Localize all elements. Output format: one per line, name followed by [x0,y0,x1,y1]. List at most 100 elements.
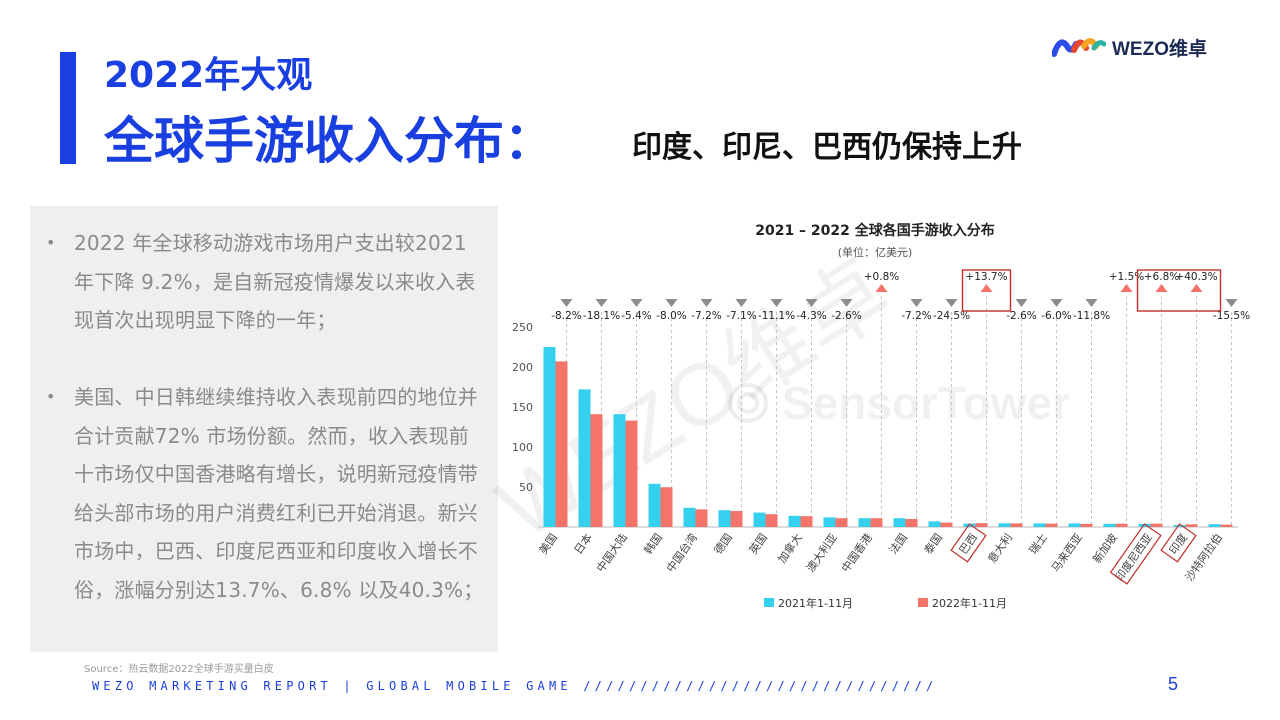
highlight-box [1160,523,1197,563]
change-label: +0.8% [864,271,899,283]
highlight-box [961,269,1012,312]
bar-2022 [1045,523,1058,527]
revenue-bar-chart: 2021 – 2022 全球各国手游收入分布 (单位：亿美元) 50 100 150 20… [512,222,1250,610]
down-arrow-icon [630,299,643,307]
bar-2021 [823,517,836,527]
change-label: -18.1% [583,310,620,322]
change-label: -6.0% [1041,310,1071,322]
wezo-logo: WEZO维卓 [1052,32,1207,62]
down-arrow-icon [945,299,958,307]
bar-2022 [905,519,918,527]
bar-2022 [555,361,568,527]
up-arrow-icon [1120,284,1133,292]
bar-2022 [730,511,743,527]
bar-2022 [1220,524,1233,527]
down-arrow-icon [595,299,608,307]
bar-2021 [1068,523,1081,527]
logo-text: WEZO维卓 [1112,38,1207,60]
bar-2022 [1185,524,1198,527]
change-label: -2.6% [831,310,861,322]
bar-2021 [613,414,626,527]
legend-label-2021: 2021年1-11月 [778,596,853,610]
down-arrow-icon [1225,299,1238,307]
change-label: +1.5% [1109,271,1144,283]
down-arrow-icon [1085,299,1098,307]
x-tick-label: 美国 [537,531,560,556]
x-tick-label: 泰国 [921,531,945,557]
bar-2022 [625,420,638,527]
chart-title: 2021 – 2022 全球各国手游收入分布 [755,222,995,239]
bar-2021 [543,347,556,527]
bar-2022 [835,518,848,527]
x-tick-label: 印度 [1166,531,1190,557]
change-label: -24.5% [933,310,970,322]
y-tick-label: 250 [512,321,533,334]
x-tick-label: 澳大利亚 [803,531,840,575]
change-label: -5.4% [621,310,651,322]
x-tick-label: 新加坡 [1090,531,1120,566]
change-label: -7.1% [726,310,756,322]
bullet-text: 2022 年全球移动游戏市场用户支出较2021年下降 9.2%，是自新冠疫情爆发… [74,231,476,332]
x-tick-label: 法国 [886,531,910,557]
bar-2022 [975,523,988,527]
change-label: -8.0% [656,310,686,322]
x-tick-label: 英国 [746,531,770,557]
legend-label-2022: 2022年1-11月 [932,596,1007,610]
bar-2022 [800,516,813,527]
x-tick-label: 马来西亚 [1049,531,1085,574]
bar-2021 [578,389,591,527]
sensortower-icon [728,383,768,423]
change-label: -4.3% [796,310,826,322]
highlight-box [950,523,987,563]
down-arrow-icon [840,299,853,307]
bar-2022 [1115,523,1128,527]
down-arrow-icon [735,299,748,307]
footer-banner: WEZO MARKETING REPORT | GLOBAL MOBILE GA… [92,679,938,693]
bar-2021 [683,507,696,527]
bar-2021 [648,483,661,527]
bar-2021 [788,515,801,527]
down-arrow-icon [1050,299,1063,307]
x-tick-label: 加拿大 [775,531,805,566]
bar-2022 [590,414,603,527]
down-arrow-icon [560,299,573,307]
x-tick-label: 意大利 [985,531,1015,566]
bar-2021 [1173,525,1186,527]
bar-2021 [963,523,976,527]
down-arrow-icon [700,299,713,307]
bar-2021 [928,521,941,527]
bar-2022 [660,487,673,527]
summary-panel: • 2022 年全球移动游戏市场用户支出较2021年下降 9.2%，是自新冠疫情… [30,206,498,652]
highlight-box [1109,523,1162,585]
y-tick-label: 150 [512,401,533,414]
down-arrow-icon [1015,299,1028,307]
bar-2021 [893,518,906,527]
bullet-dot-icon: • [46,387,56,406]
up-arrow-icon [1155,284,1168,292]
bar-2022 [870,518,883,527]
change-label: -8.2% [551,310,581,322]
x-tick-label: 德国 [711,531,735,557]
bullet-item: • 2022 年全球移动游戏市场用户支出较2021年下降 9.2%，是自新冠疫情… [46,224,486,340]
down-arrow-icon [770,299,783,307]
x-tick-label: 瑞士 [1026,531,1050,557]
down-arrow-icon [805,299,818,307]
page-number: 5 [1168,674,1179,694]
page-title: 全球手游收入分布： [104,112,554,170]
wezo-logo-icon [1052,38,1106,57]
source-note: Source：热云数据2022全球手游买量白皮 [84,664,274,675]
x-tick-label: 中国大陆 [593,531,630,575]
bar-2021 [858,518,871,527]
bar-2022 [940,522,953,527]
x-tick-label: 日本 [571,531,595,557]
change-label: +40.3% [1175,271,1217,283]
change-label: -7.2% [691,310,721,322]
bar-2021 [1103,523,1116,527]
bar-2022 [695,509,708,527]
y-tick-label: 100 [512,441,533,454]
bullet-dot-icon: • [46,233,56,252]
change-label: -7.2% [901,310,931,322]
y-tick-label: 50 [519,481,533,494]
year-title: 2022年大观 [104,55,313,96]
highlight-box [1136,269,1222,312]
